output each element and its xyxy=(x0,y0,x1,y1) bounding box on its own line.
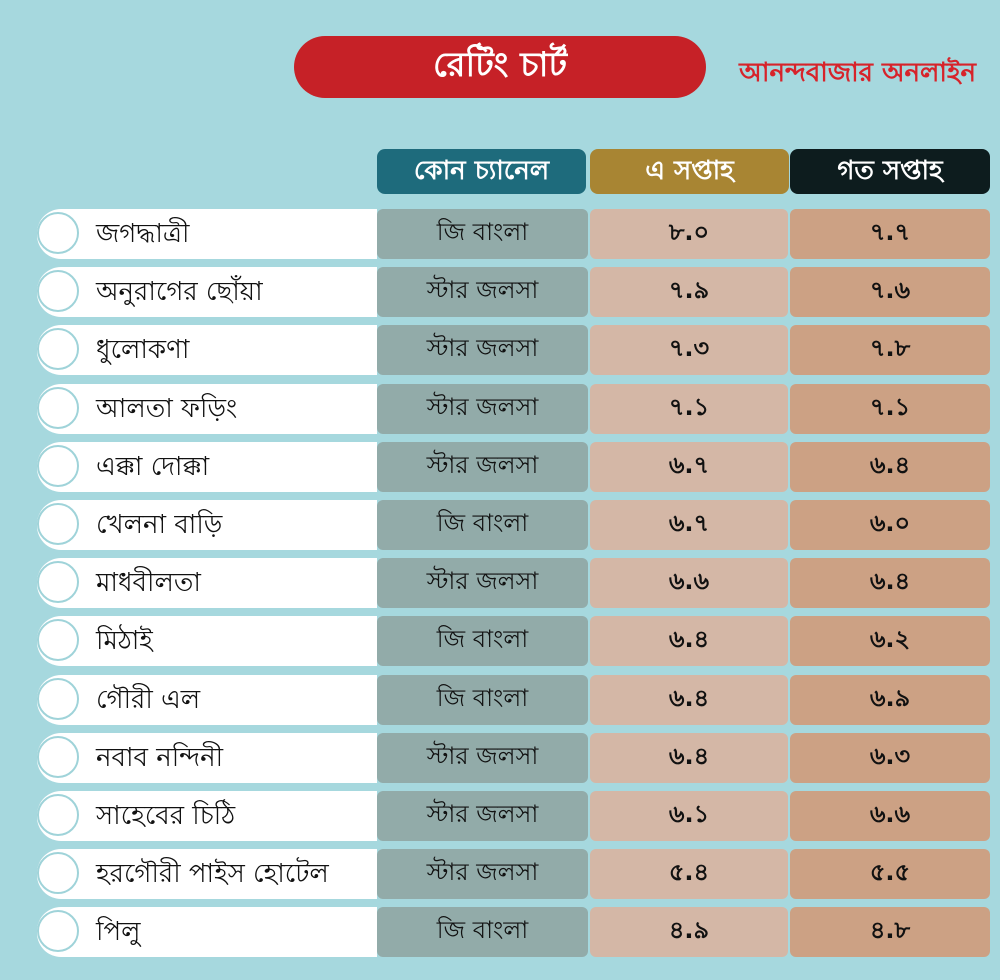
serial-name-cell xyxy=(37,442,377,492)
serial-name: অনুরাগের ছোঁয়া xyxy=(96,277,263,307)
header-last-week: গত সপ্তাহ xyxy=(790,149,990,194)
channel-cell: জি বাংলা xyxy=(377,616,588,666)
serial-name-cell xyxy=(37,558,377,608)
this-week-rating: ৫.৪ xyxy=(590,849,788,899)
channel-cell: স্টার জলসা xyxy=(377,442,588,492)
circle-bullet-icon xyxy=(37,387,79,429)
channel-cell: স্টার জলসা xyxy=(377,558,588,608)
serial-name-cell xyxy=(37,849,377,899)
circle-bullet-icon xyxy=(37,910,79,952)
this-week-rating: ৭.৩ xyxy=(590,325,788,375)
header-channel: কোন চ্যানেল xyxy=(377,149,586,194)
serial-name-cell xyxy=(37,209,377,259)
serial-name: গৌরী এল xyxy=(96,685,201,715)
header-this-week: এ সপ্তাহ xyxy=(590,149,789,194)
table-row: ধুলোকণা স্টার জলসা ৭.৩ ৭.৮ xyxy=(0,325,1000,375)
channel-cell: স্টার জলসা xyxy=(377,384,588,434)
serial-name: নবাব নন্দিনী xyxy=(96,743,224,773)
circle-bullet-icon xyxy=(37,561,79,603)
circle-bullet-icon xyxy=(37,736,79,778)
serial-name: আলতা ফড়িং xyxy=(96,394,238,424)
serial-name-cell xyxy=(37,675,377,725)
last-week-rating: ৬.৪ xyxy=(790,442,990,492)
circle-bullet-icon xyxy=(37,794,79,836)
circle-bullet-icon xyxy=(37,619,79,661)
serial-name: সাহেবের চিঠি xyxy=(96,801,236,831)
brand-logo-text: আনন্দবাজার অনলাইন xyxy=(739,58,976,88)
channel-cell: জি বাংলা xyxy=(377,500,588,550)
channel-cell: স্টার জলসা xyxy=(377,267,588,317)
table-row: আলতা ফড়িং স্টার জলসা ৭.১ ৭.১ xyxy=(0,384,1000,434)
table-row: নবাব নন্দিনী স্টার জলসা ৬.৪ ৬.৩ xyxy=(0,733,1000,783)
last-week-rating: ৬.০ xyxy=(790,500,990,550)
this-week-rating: ৬.৪ xyxy=(590,675,788,725)
last-week-rating: ৭.৬ xyxy=(790,267,990,317)
serial-name: এক্কা দোক্কা xyxy=(96,452,210,482)
circle-bullet-icon xyxy=(37,678,79,720)
last-week-rating: ৫.৫ xyxy=(790,849,990,899)
serial-name-cell xyxy=(37,267,377,317)
serial-name: মিঠাই xyxy=(96,626,153,656)
chart-title: রেটিং চার্ট xyxy=(294,36,706,98)
table-row: পিলু জি বাংলা ৪.৯ ৪.৮ xyxy=(0,907,1000,957)
channel-cell: জি বাংলা xyxy=(377,675,588,725)
circle-bullet-icon xyxy=(37,445,79,487)
channel-cell: স্টার জলসা xyxy=(377,733,588,783)
last-week-rating: ৭.১ xyxy=(790,384,990,434)
serial-name-cell xyxy=(37,791,377,841)
table-row: সাহেবের চিঠি স্টার জলসা ৬.১ ৬.৬ xyxy=(0,791,1000,841)
table-row: মিঠাই জি বাংলা ৬.৪ ৬.২ xyxy=(0,616,1000,666)
serial-name-cell xyxy=(37,733,377,783)
serial-name: খেলনা বাড়ি xyxy=(96,510,223,540)
serial-name-cell xyxy=(37,500,377,550)
serial-name-cell xyxy=(37,616,377,666)
this-week-rating: ৬.৪ xyxy=(590,733,788,783)
table-row: অনুরাগের ছোঁয়া স্টার জলসা ৭.৯ ৭.৬ xyxy=(0,267,1000,317)
circle-bullet-icon xyxy=(37,270,79,312)
table-row: হরগৌরী পাইস হোটেল স্টার জলসা ৫.৪ ৫.৫ xyxy=(0,849,1000,899)
channel-cell: স্টার জলসা xyxy=(377,791,588,841)
this-week-rating: ৬.৬ xyxy=(590,558,788,608)
this-week-rating: ৬.১ xyxy=(590,791,788,841)
last-week-rating: ৬.৩ xyxy=(790,733,990,783)
this-week-rating: ৭.৯ xyxy=(590,267,788,317)
circle-bullet-icon xyxy=(37,852,79,894)
table-row: গৌরী এল জি বাংলা ৬.৪ ৬.৯ xyxy=(0,675,1000,725)
circle-bullet-icon xyxy=(37,212,79,254)
this-week-rating: ৬.৪ xyxy=(590,616,788,666)
circle-bullet-icon xyxy=(37,503,79,545)
serial-name-cell xyxy=(37,325,377,375)
circle-bullet-icon xyxy=(37,328,79,370)
table-row: জগদ্ধাত্রী জি বাংলা ৮.০ ৭.৭ xyxy=(0,209,1000,259)
table-row: এক্কা দোক্কা স্টার জলসা ৬.৭ ৬.৪ xyxy=(0,442,1000,492)
this-week-rating: ৮.০ xyxy=(590,209,788,259)
last-week-rating: ৭.৭ xyxy=(790,209,990,259)
last-week-rating: ৪.৮ xyxy=(790,907,990,957)
serial-name-cell xyxy=(37,384,377,434)
serial-name: পিলু xyxy=(96,917,141,947)
last-week-rating: ৬.৬ xyxy=(790,791,990,841)
table-row: মাধবীলতা স্টার জলসা ৬.৬ ৬.৪ xyxy=(0,558,1000,608)
channel-cell: জি বাংলা xyxy=(377,907,588,957)
this-week-rating: ৪.৯ xyxy=(590,907,788,957)
channel-cell: স্টার জলসা xyxy=(377,849,588,899)
serial-name-cell xyxy=(37,907,377,957)
channel-cell: জি বাংলা xyxy=(377,209,588,259)
this-week-rating: ৬.৭ xyxy=(590,500,788,550)
last-week-rating: ৬.২ xyxy=(790,616,990,666)
this-week-rating: ৬.৭ xyxy=(590,442,788,492)
table-row: খেলনা বাড়ি জি বাংলা ৬.৭ ৬.০ xyxy=(0,500,1000,550)
last-week-rating: ৬.৪ xyxy=(790,558,990,608)
last-week-rating: ৬.৯ xyxy=(790,675,990,725)
channel-cell: স্টার জলসা xyxy=(377,325,588,375)
serial-name: হরগৌরী পাইস হোটেল xyxy=(96,859,329,889)
serial-name: ধুলোকণা xyxy=(96,335,190,365)
serial-name: মাধবীলতা xyxy=(96,568,201,598)
this-week-rating: ৭.১ xyxy=(590,384,788,434)
last-week-rating: ৭.৮ xyxy=(790,325,990,375)
serial-name: জগদ্ধাত্রী xyxy=(96,219,190,249)
